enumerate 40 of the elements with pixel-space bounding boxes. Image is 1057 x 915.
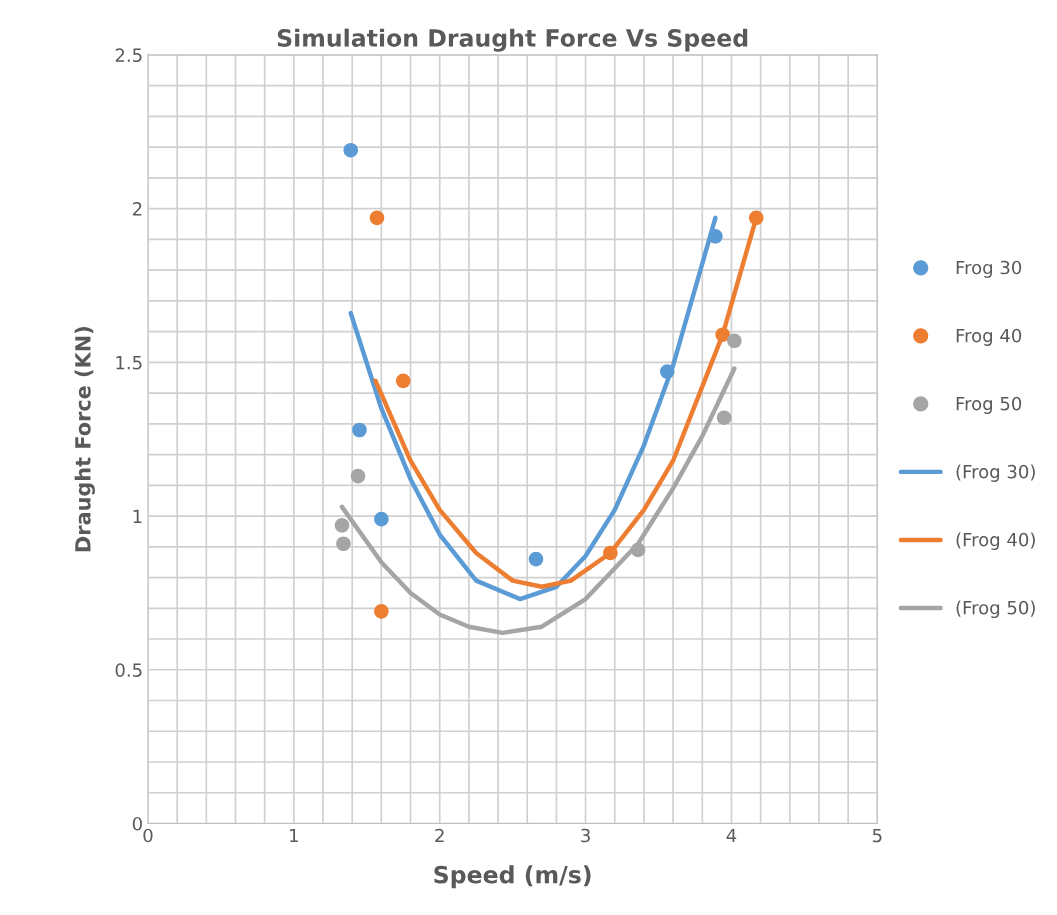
- point: [374, 604, 389, 619]
- line-series: [339, 366, 737, 636]
- point: [528, 551, 544, 567]
- point: [715, 327, 730, 342]
- x-tick-label: 3: [581, 828, 590, 843]
- y-tick-label: 2: [132, 202, 142, 216]
- point: [374, 511, 389, 527]
- point: [352, 422, 367, 438]
- chart-title: Simulation Draught Force Vs Speed: [277, 28, 748, 52]
- y-tick-label: 0: [132, 816, 142, 831]
- x-tick-label: 2: [435, 828, 444, 843]
- point: [336, 536, 351, 552]
- point: [659, 364, 675, 379]
- x-tick-label: 0: [143, 828, 153, 843]
- legend-label: Frog 40: [956, 328, 1022, 346]
- x-tick-label: 1: [290, 828, 298, 843]
- point: [395, 373, 411, 389]
- point: [630, 542, 646, 558]
- point: [748, 210, 764, 226]
- y-tick-label: 0.5: [115, 663, 142, 677]
- point: [343, 142, 359, 158]
- x-axis-title: Speed (m/s): [434, 865, 591, 889]
- point: [369, 210, 385, 226]
- point: [603, 545, 618, 561]
- y-tick-label: 2.5: [115, 48, 142, 63]
- legend-label: Frog 30: [956, 260, 1022, 278]
- legend-label: (Frog 40): [956, 532, 1035, 550]
- point: [716, 410, 732, 425]
- point: [708, 229, 723, 244]
- x-tick-label: 5: [872, 828, 882, 843]
- legend-label: (Frog 30): [956, 464, 1035, 482]
- y-axis-title: Draught Force (KN): [74, 327, 95, 552]
- point: [334, 518, 350, 533]
- legend-label: Frog 50: [956, 396, 1022, 414]
- y-tick-label: 1.5: [116, 356, 142, 370]
- legend-label: (Frog 50): [956, 600, 1035, 619]
- point: [727, 333, 742, 349]
- y-tick-label: 1: [133, 509, 142, 523]
- point: [350, 468, 366, 484]
- x-tick-label: 4: [726, 828, 737, 843]
